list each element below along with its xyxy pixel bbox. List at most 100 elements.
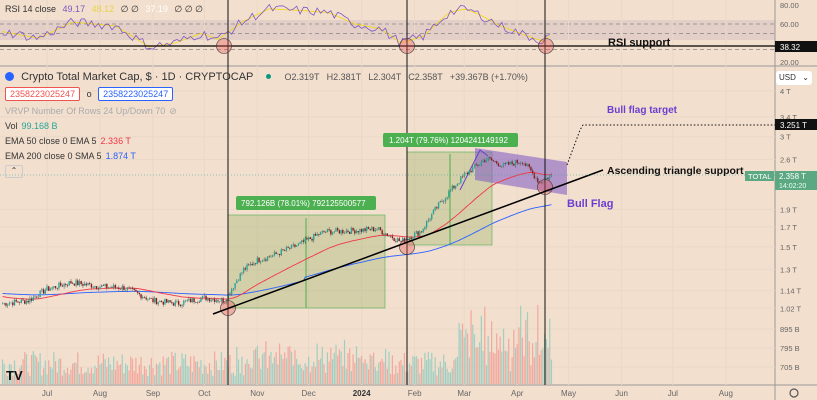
candle: [92, 287, 94, 288]
candle: [302, 240, 305, 242]
volume-bar: [54, 361, 57, 384]
volume-bar: [261, 354, 264, 384]
candle: [15, 299, 17, 302]
volume-bar: [352, 354, 354, 384]
volume-bar: [369, 354, 371, 384]
volume-bar: [508, 338, 510, 384]
volume-bar: [109, 364, 111, 384]
time-tick-label: Nov: [250, 389, 264, 398]
candle: [441, 201, 443, 202]
eye-hidden-icon[interactable]: ⊘: [169, 106, 177, 116]
candle: [323, 230, 325, 232]
candle: [461, 176, 464, 178]
volume-bar: [338, 349, 341, 384]
volume-bar: [468, 357, 470, 384]
candle: [475, 164, 477, 166]
candle: [383, 234, 385, 235]
time-tick-label: Dec: [302, 389, 316, 398]
candle: [97, 288, 99, 290]
volume-bar: [85, 372, 87, 384]
collapse-legend-button[interactable]: ⌃: [5, 165, 23, 178]
volume-bar: [460, 329, 462, 384]
volume-bar: [255, 348, 257, 384]
volume-bar: [535, 342, 537, 384]
volume-bar: [367, 369, 370, 384]
candle: [319, 231, 322, 235]
volume-bar: [191, 371, 193, 384]
candle: [203, 295, 206, 297]
candle: [195, 302, 197, 303]
volume-bar: [121, 354, 123, 384]
volume-bar: [68, 374, 70, 384]
volume-bar: [97, 355, 99, 384]
candle: [484, 160, 486, 162]
candle: [335, 228, 337, 232]
candle: [131, 287, 134, 289]
candle: [306, 238, 308, 240]
candle: [487, 156, 489, 159]
volume-bar: [532, 342, 534, 384]
settings-gear-icon[interactable]: [789, 388, 799, 398]
candle: [325, 231, 327, 233]
volume-bar: [376, 370, 378, 384]
volume-bar: [10, 364, 12, 384]
value-input-2[interactable]: 2358223025247: [98, 87, 174, 101]
candle: [244, 268, 247, 270]
volume-bar: [446, 368, 448, 384]
volume-bar: [217, 369, 219, 384]
candle: [6, 304, 9, 306]
volume-bar: [82, 373, 84, 384]
volume-bar: [119, 364, 122, 384]
currency-select[interactable]: USD ⌄: [776, 71, 812, 85]
candle: [3, 303, 5, 304]
rsi-support-price-value: 38.32: [780, 43, 801, 52]
volume-bar: [549, 318, 551, 384]
candle: [171, 302, 173, 304]
symbol-title[interactable]: Crypto Total Market Cap, $ · 1D · CRYPTO…: [21, 71, 254, 83]
candle: [130, 287, 132, 289]
candle: [24, 300, 26, 304]
candle: [212, 298, 214, 301]
volume-bar: [60, 358, 62, 384]
candle: [410, 237, 412, 240]
value-input-1[interactable]: 2358223025247: [5, 87, 81, 101]
candle: [12, 302, 14, 306]
candle: [355, 231, 358, 234]
candle: [193, 298, 195, 303]
candle: [266, 256, 269, 261]
candle: [166, 299, 168, 303]
currency-label: USD: [779, 73, 796, 82]
candle: [311, 238, 313, 241]
volume-bar: [186, 365, 188, 384]
volume-bar: [537, 305, 539, 384]
candle: [234, 283, 236, 289]
volume-bar: [437, 367, 440, 384]
candle: [112, 285, 115, 288]
volume-bar: [345, 368, 347, 384]
volume-bar: [333, 352, 335, 384]
candle: [550, 175, 553, 176]
volume-bar: [306, 366, 308, 384]
candle: [179, 304, 182, 306]
volume-bar: [335, 344, 337, 384]
candle: [528, 163, 530, 168]
candle: [8, 303, 11, 305]
volume-bar: [326, 352, 329, 384]
volume-bar: [296, 358, 298, 384]
candle: [258, 257, 260, 263]
volume-bar: [31, 354, 33, 384]
volume-bar: [94, 365, 96, 384]
volume-bar: [458, 323, 460, 384]
volume-bar: [467, 333, 469, 384]
volume-bar: [501, 351, 503, 384]
candle: [224, 302, 226, 304]
volume-bar: [282, 358, 284, 384]
candle: [142, 297, 144, 299]
volume-bar: [318, 359, 320, 384]
rsi-support-price-tag: [775, 41, 817, 52]
volume-bar: [95, 368, 98, 384]
price-tick-label: 1.9 T: [780, 205, 797, 214]
ohlc-low: L2.304T: [368, 72, 402, 82]
volume-bar: [51, 368, 53, 384]
